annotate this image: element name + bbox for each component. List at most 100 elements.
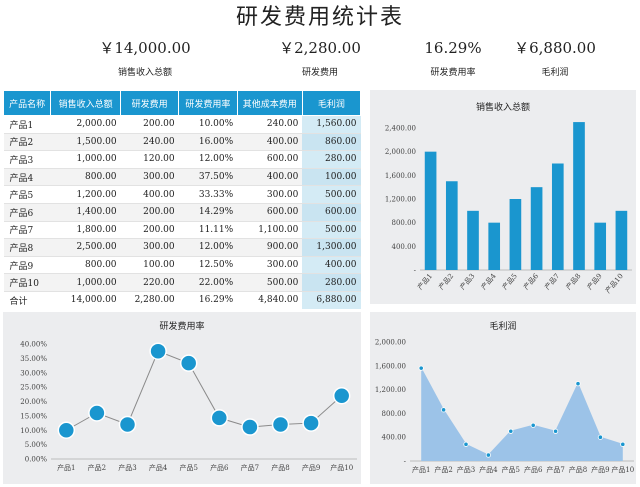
cell-product: 产品1 <box>3 115 51 134</box>
y-tick-label: 2,000.00 <box>385 148 416 156</box>
cell-other-cost: 900.00 <box>237 238 303 257</box>
y-tick-label: 2,400.00 <box>385 125 416 133</box>
cell-other-cost: 300.00 <box>237 256 303 275</box>
cell-sales: 2,500.00 <box>50 238 121 257</box>
chart-title: 销售收入总额 <box>476 101 530 113</box>
y-tick-label: 400.00 <box>382 434 407 442</box>
cell-rd: 200.00 <box>120 221 179 240</box>
header-other-cost: 其他成本费用 <box>236 90 303 116</box>
point-产品2 <box>88 404 106 422</box>
y-tick-label: 1,600.00 <box>385 172 416 180</box>
point-产品3 <box>118 415 137 434</box>
cell-rd-rate: 10.00% <box>178 115 238 134</box>
page-title: 研发费用统计表 <box>235 5 404 30</box>
cell-rd-rate: 12.00% <box>178 238 238 257</box>
x-tick-label: 产品2 <box>437 272 456 292</box>
cell-product: 产品2 <box>3 133 51 152</box>
cell-profit: 500.00 <box>302 221 361 240</box>
cell-profit: 860.00 <box>302 133 361 152</box>
sales-bar-chart: 销售收入总额 - 400.00 800.00 1,200.00 1,600.00 2,000… <box>385 101 632 295</box>
y-tick-label: 15.00% <box>20 412 47 420</box>
table-total-row: 合计 14,000.00 2,280.00 16.29% 4,840.00 6,… <box>4 291 361 309</box>
cell-profit: 1,300.00 <box>302 238 361 257</box>
cell-product: 产品5 <box>3 185 51 204</box>
cell-total-label: 合计 <box>9 296 28 307</box>
kpi-profit-label: 毛利润 <box>541 68 569 78</box>
kpi-rd-rate-label: 研发费用率 <box>430 68 476 78</box>
cell-profit: 280.00 <box>302 273 361 292</box>
chart-title: 毛利润 <box>489 320 516 332</box>
x-tick-label: 产品8 <box>271 463 289 472</box>
cell-rd-rate: 33.33% <box>178 185 238 204</box>
point-产品9 <box>597 434 603 440</box>
cell-product: 产品7 <box>3 221 51 240</box>
bar-产品4 <box>488 222 501 270</box>
cell-total-rd: 2,280.00 <box>134 295 175 306</box>
cell-rd: 220.00 <box>120 273 179 292</box>
table-row: 产品1 2,000.00 200.00 10.00% 240.00 1,560.… <box>3 115 361 134</box>
cell-product: 产品6 <box>3 203 51 222</box>
y-tick-label: 5.00% <box>25 441 48 449</box>
cell-other-cost: 400.00 <box>237 133 303 152</box>
kpi-sales-label: 销售收入总额 <box>117 68 172 78</box>
point-产品8 <box>271 415 290 434</box>
y-tick-label: 800.00 <box>392 219 417 227</box>
table-row: 产品7 1,800.00 200.00 11.11% 1,100.00 500.… <box>3 221 361 240</box>
y-tick-label: - <box>404 458 407 466</box>
cell-other-cost: 1,100.00 <box>237 221 303 240</box>
table-row: 产品2 1,500.00 240.00 16.00% 400.00 860.00 <box>3 133 361 152</box>
cell-profit: 100.00 <box>302 168 361 187</box>
x-tick-label: 产品5 <box>500 272 519 292</box>
table-header-row: 产品名称 销售收入总额 研发费用 研发费用率 其他成本费用 毛利润 <box>2 90 362 116</box>
table-row: 产品6 1,400.00 200.00 14.29% 600.00 600.00 <box>3 203 361 222</box>
series-area <box>421 368 623 461</box>
x-tick-label: 产品6 <box>210 463 229 472</box>
cell-sales: 800.00 <box>50 256 121 275</box>
cell-total-rd-rate: 16.29% <box>198 295 234 306</box>
cell-rd-rate: 14.29% <box>178 203 238 222</box>
bar-产品3 <box>467 210 479 270</box>
x-tick-label: 产品10 <box>611 465 634 474</box>
bar-产品2 <box>445 181 458 270</box>
x-tick-label: 产品2 <box>88 463 106 472</box>
cell-sales: 1,800.00 <box>50 221 121 240</box>
y-tick-label: 0.00% <box>25 456 48 464</box>
cell-rd: 200.00 <box>120 203 179 222</box>
cell-rd: 240.00 <box>120 133 179 152</box>
y-tick-label: 1,200.00 <box>385 196 416 204</box>
x-tick-label: 产品7 <box>546 465 564 474</box>
x-tick-label: 产品8 <box>569 465 587 474</box>
cell-sales: 1,000.00 <box>50 150 121 169</box>
bar-产品1 <box>424 151 437 270</box>
bar-产品10 <box>615 210 628 270</box>
series-line <box>66 350 343 431</box>
cell-profit: 400.00 <box>302 256 361 275</box>
bar-产品9 <box>594 222 607 270</box>
header-rd-rate: 研发费用率 <box>178 90 238 116</box>
cell-sales: 800.00 <box>50 168 121 187</box>
kpi-rd-rate-value: 16.29% <box>424 39 482 57</box>
cell-rd: 200.00 <box>120 115 179 134</box>
cell-total-other-cost: 4,840.00 <box>258 295 299 306</box>
x-tick-label: 产品10 <box>603 272 625 295</box>
point-产品2 <box>441 407 447 413</box>
cell-rd: 100.00 <box>120 256 179 275</box>
expense-table: 产品名称 销售收入总额 研发费用 研发费用率 其他成本费用 毛利润 产品1 2,… <box>2 90 362 309</box>
point-产品8 <box>575 381 581 387</box>
point-产品4 <box>485 452 492 458</box>
x-tick-label: 产品2 <box>434 465 452 474</box>
x-tick-label: 产品9 <box>591 465 609 474</box>
x-tick-label: 产品1 <box>57 463 75 472</box>
chart-title: 研发费用率 <box>159 320 204 332</box>
x-tick-label: 产品8 <box>564 272 583 292</box>
kpi-rd-value: ￥2,280.00 <box>279 39 361 57</box>
y-tick-label: 1,200.00 <box>375 386 406 394</box>
y-tick-label: 2,000.00 <box>375 339 406 347</box>
x-tick-label: 产品7 <box>543 272 562 292</box>
header-profit: 毛利润 <box>301 90 362 116</box>
cell-rd-rate: 12.50% <box>178 256 238 275</box>
point-产品3 <box>463 441 469 447</box>
header-sales: 销售收入总额 <box>50 90 122 116</box>
y-tick-label: 30.00% <box>20 369 47 377</box>
cell-rd: 400.00 <box>120 185 179 204</box>
